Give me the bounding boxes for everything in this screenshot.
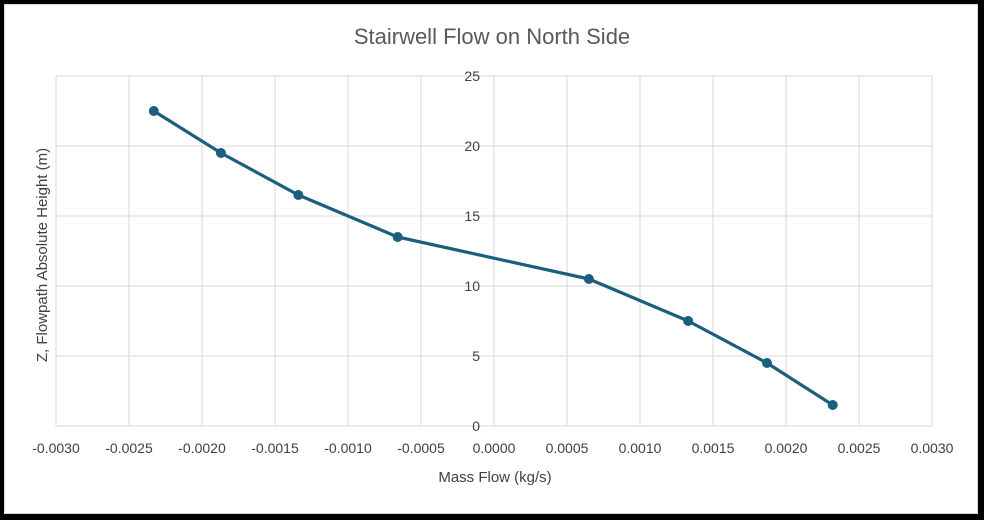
x-tick-label: -0.0005 xyxy=(397,440,445,456)
y-tick-label: 0 xyxy=(472,418,480,434)
data-point xyxy=(827,400,838,410)
chart-area: Stairwell Flow on North Side -0.0030 -0.0… xyxy=(4,4,978,514)
data-point xyxy=(293,190,304,200)
x-tick-label: 0.0020 xyxy=(765,440,808,456)
x-axis-label: Mass Flow (kg/s) xyxy=(438,469,551,486)
x-tick-label: 0.0010 xyxy=(619,440,662,456)
x-tick-label: 0.0025 xyxy=(838,440,881,456)
x-tick-label: -0.0025 xyxy=(105,440,153,456)
chart-title: Stairwell Flow on North Side xyxy=(354,24,630,49)
y-tick-label: 5 xyxy=(472,348,480,364)
series-line xyxy=(152,109,835,407)
y-tick-label: 25 xyxy=(464,68,480,84)
data-point xyxy=(762,358,773,368)
x-tick-label: 0.0000 xyxy=(473,440,516,456)
data-point xyxy=(215,148,226,158)
x-tick-label: 0.0005 xyxy=(546,440,589,456)
x-tick-label: -0.0030 xyxy=(32,440,80,456)
x-tick-label: -0.0015 xyxy=(251,440,299,456)
data-point xyxy=(392,232,403,242)
y-tick-label: 15 xyxy=(464,208,480,224)
x-tick-label: 0.0015 xyxy=(692,440,735,456)
x-tick-label: 0.0030 xyxy=(911,440,954,456)
x-tick-label: -0.0010 xyxy=(324,440,372,456)
data-point xyxy=(148,106,159,116)
scatter-chart: Stairwell Flow on North Side -0.0030 -0.0… xyxy=(32,24,953,486)
gridlines xyxy=(55,75,933,427)
tick-labels: -0.0030 -0.0025 -0.0020 -0.0015 -0.0010 -0.00… xyxy=(32,68,953,456)
data-point xyxy=(683,316,694,326)
y-tick-label: 20 xyxy=(464,138,480,154)
x-tick-label: -0.0020 xyxy=(178,440,226,456)
data-point xyxy=(583,274,594,284)
series-layer xyxy=(148,106,838,410)
y-tick-label: 10 xyxy=(464,278,480,294)
y-axis-label: Z, Flowpath Absolute Height (m) xyxy=(34,148,51,362)
